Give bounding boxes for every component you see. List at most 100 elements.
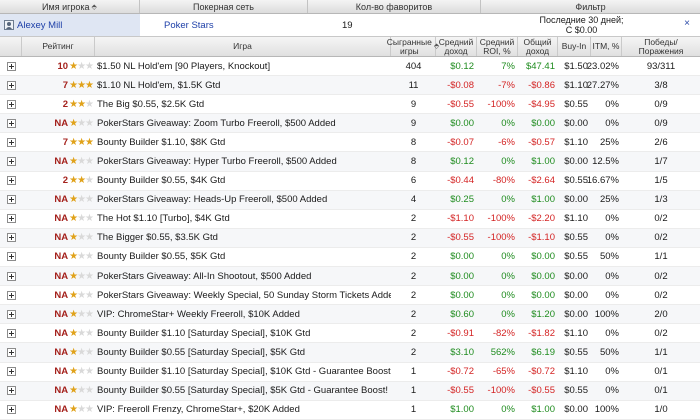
game-name[interactable]: VIP: ChromeStar+ Weekly Freeroll, $10K A…	[97, 308, 300, 320]
expander-cell[interactable]	[0, 401, 22, 419]
game-name[interactable]: $1.10 NL Hold'em, $1.5K Gtd	[97, 79, 221, 91]
table-row[interactable]: 10 ★★★ $1.50 NL Hold'em [90 Players, Knock…	[0, 57, 700, 77]
expander-cell[interactable]	[0, 114, 22, 132]
expander-cell[interactable]	[0, 57, 22, 75]
expander-cell[interactable]	[0, 229, 22, 247]
wins-losses: 0/2	[654, 289, 668, 301]
sort-icon[interactable]: ⬘	[433, 43, 440, 50]
network-column-header[interactable]: Покерная сеть	[140, 0, 308, 13]
sort-icon[interactable]: ⬘	[91, 3, 97, 11]
expand-icon[interactable]	[6, 290, 16, 300]
table-row[interactable]: NA ★★★ The Hot $1.10 [Turbo], $4K Gtd 2 -$1.…	[0, 210, 700, 229]
avg-roi-column-header[interactable]: Средний ROI, %	[477, 37, 518, 56]
table-row[interactable]: NA ★★★ PokerStars Giveaway: Heads-Up Freer…	[0, 190, 700, 210]
table-row[interactable]: NA ★★★ PokerStars Giveaway: Hyper Turbo Fr…	[0, 152, 700, 172]
expand-icon[interactable]	[6, 195, 16, 205]
expander-cell[interactable]	[0, 363, 22, 381]
expander-cell[interactable]	[0, 133, 22, 151]
table-row[interactable]: 2 ★★★ The Big $0.55, $2.5K Gtd 9 -$0.55 -100%…	[0, 95, 700, 115]
expand-icon[interactable]	[6, 347, 16, 357]
expand-icon[interactable]	[6, 386, 16, 396]
rating-column-header[interactable]: Рейтинг	[22, 37, 95, 56]
buyin-column-header[interactable]: Buy-In	[558, 37, 591, 56]
game-name[interactable]: The Hot $1.10 [Turbo], $4K Gtd	[97, 213, 230, 225]
expander-cell[interactable]	[0, 172, 22, 190]
expander-cell[interactable]	[0, 324, 22, 342]
expand-icon[interactable]	[6, 233, 16, 243]
game-name[interactable]: VIP: Freeroll Frenzy, ChromeStar+, $20K …	[97, 404, 300, 416]
expand-icon[interactable]	[6, 99, 16, 109]
table-row[interactable]: NA ★★★ Bounty Builder $1.10 [Saturday Spec…	[0, 363, 700, 382]
table-row[interactable]: 7 ★★★ Bounty Builder $1.10, $8K Gtd 8 -$0.07…	[0, 133, 700, 153]
expander-cell[interactable]	[0, 248, 22, 266]
stats-table-header: Рейтинг Игра Сыгранные игры ⬘ Средний до…	[0, 37, 700, 57]
expander-cell[interactable]	[0, 305, 22, 323]
game-name[interactable]: PokerStars Giveaway: Hyper Turbo Freerol…	[97, 156, 337, 168]
expand-icon[interactable]	[6, 405, 16, 415]
table-row[interactable]: NA ★★★ Bounty Builder $1.10 [Saturday Spec…	[0, 324, 700, 344]
expand-icon[interactable]	[6, 328, 16, 338]
table-row[interactable]: NA ★★★ The Bigger $0.55, $3.5K Gtd 2 -$0.55-…	[0, 228, 700, 248]
player-name[interactable]: Alexey Mill	[17, 19, 63, 31]
game-column-header[interactable]: Игра	[95, 37, 391, 56]
table-row[interactable]: 2 ★★★ Bounty Builder $0.55, $4K Gtd 6 -$0.44…	[0, 172, 700, 191]
table-row[interactable]: 7 ★★★ $1.10 NL Hold'em, $1.5K Gtd 11 -$0.08-…	[0, 76, 700, 96]
table-row[interactable]: NA ★★★ Bounty Builder $0.55 [Saturday Spec…	[0, 343, 700, 363]
game-name[interactable]: Bounty Builder $0.55, $4K Gtd	[97, 175, 226, 187]
expander-cell[interactable]	[0, 152, 22, 170]
filter-column-header[interactable]: Фильтр	[575, 1, 606, 12]
played-count: 2	[410, 232, 417, 244]
table-row[interactable]: NA ★★★ VIP: Freeroll Frenzy, ChromeStar+, …	[0, 401, 700, 420]
game-name[interactable]: Bounty Builder $0.55 [Saturday Special],…	[97, 385, 388, 397]
total-income-column-header[interactable]: Общий доход	[518, 37, 558, 56]
table-row[interactable]: NA ★★★ VIP: ChromeStar+ Weekly Freeroll, $…	[0, 305, 700, 325]
game-name[interactable]: PokerStars Giveaway: Heads-Up Freeroll, …	[97, 194, 328, 206]
expand-icon[interactable]	[6, 157, 16, 167]
avg-income-column-header[interactable]: Средний доход	[436, 37, 477, 56]
expand-icon[interactable]	[6, 271, 16, 281]
expand-icon[interactable]	[6, 137, 16, 147]
close-icon[interactable]: ×	[684, 18, 690, 29]
game-name[interactable]: PokerStars Giveaway: Weekly Special, 50 …	[97, 289, 391, 301]
table-row[interactable]: NA ★★★ Bounty Builder $0.55 [Saturday Spec…	[0, 381, 700, 401]
expand-icon[interactable]	[6, 80, 16, 90]
expand-icon[interactable]	[6, 252, 16, 262]
player-column-header[interactable]: Имя игрока ⬘	[0, 0, 140, 13]
favorites-column-header[interactable]: Кол-во фаворитов	[308, 0, 481, 13]
game-name[interactable]: The Bigger $0.55, $3.5K Gtd	[97, 232, 218, 244]
game-name[interactable]: Bounty Builder $0.55 [Saturday Special],…	[97, 346, 306, 358]
player-cell[interactable]: Alexey Mill	[0, 14, 140, 36]
wins-losses-column-header[interactable]: Победы/Поражения	[638, 36, 684, 56]
expander-cell[interactable]	[0, 267, 22, 285]
expander-cell[interactable]	[0, 382, 22, 400]
table-row[interactable]: NA ★★★ PokerStars Giveaway: Weekly Special…	[0, 286, 700, 306]
expand-icon[interactable]	[6, 118, 16, 128]
game-name[interactable]: Bounty Builder $1.10 [Saturday Special],…	[97, 366, 391, 378]
expander-cell[interactable]	[0, 343, 22, 361]
expander-cell[interactable]	[0, 191, 22, 209]
game-name[interactable]: PokerStars Giveaway: All-In Shootout, $5…	[97, 270, 312, 282]
expander-cell[interactable]	[0, 95, 22, 113]
table-row[interactable]: NA ★★★ PokerStars Giveaway: Zoom Turbo Fre…	[0, 114, 700, 134]
poker-network[interactable]: Poker Stars	[164, 19, 214, 31]
game-name[interactable]: $1.50 NL Hold'em [90 Players, Knockout]	[97, 60, 271, 72]
filter-cell[interactable]: Последние 30 дней; C $0.00 ×	[481, 14, 700, 36]
game-name[interactable]: Bounty Builder $0.55, $5K Gtd	[97, 251, 226, 263]
expand-icon[interactable]	[6, 176, 16, 186]
expand-icon[interactable]	[6, 214, 16, 224]
game-name[interactable]: PokerStars Giveaway: Zoom Turbo Freeroll…	[97, 117, 336, 129]
expander-cell[interactable]	[0, 76, 22, 94]
expander-cell[interactable]	[0, 286, 22, 304]
table-row[interactable]: NA ★★★ Bounty Builder $0.55, $5K Gtd 2 $0.00…	[0, 248, 700, 268]
game-name[interactable]: Bounty Builder $1.10, $8K Gtd	[97, 136, 226, 148]
table-row[interactable]: NA ★★★ PokerStars Giveaway: All-In Shootou…	[0, 267, 700, 287]
game-name[interactable]: The Big $0.55, $2.5K Gtd	[97, 98, 205, 110]
expand-icon[interactable]	[6, 309, 16, 319]
itm: 0%	[605, 366, 619, 378]
expander-cell[interactable]	[0, 210, 22, 228]
itm-column-header[interactable]: ITM, %	[591, 37, 622, 56]
expand-icon[interactable]	[6, 61, 16, 71]
game-name[interactable]: Bounty Builder $1.10 [Saturday Special],…	[97, 327, 311, 339]
played-column-header[interactable]: Сыгранные игры ⬘	[387, 37, 440, 56]
expand-icon[interactable]	[6, 367, 16, 377]
